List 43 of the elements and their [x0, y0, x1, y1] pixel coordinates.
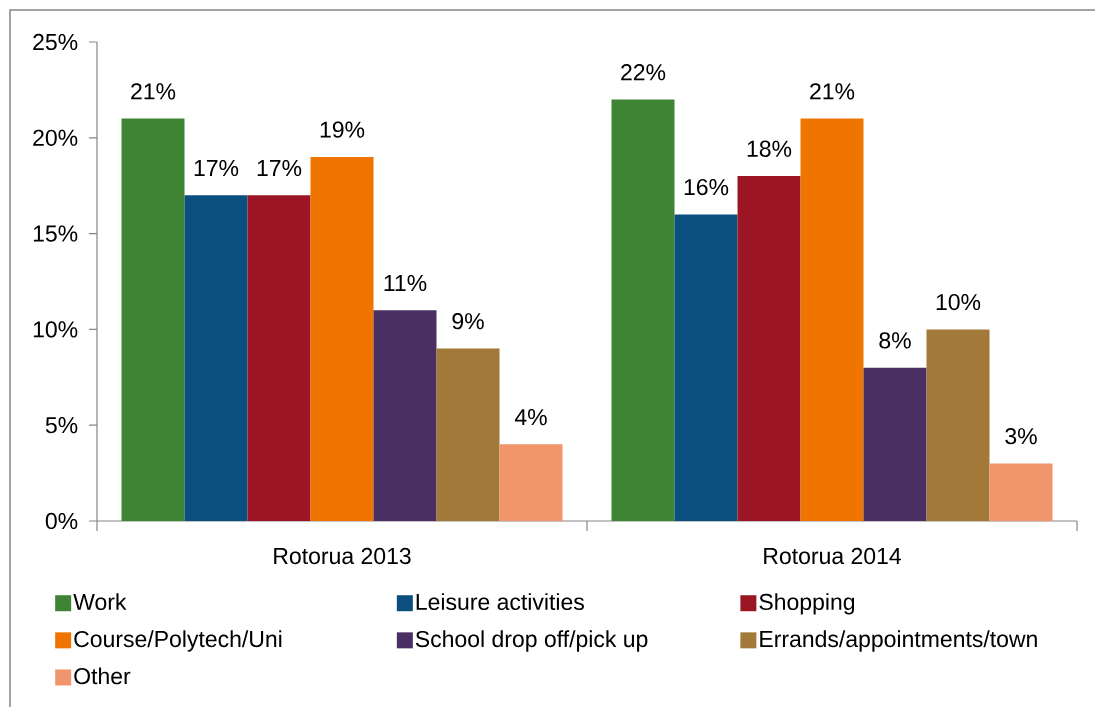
- data-label: 10%: [936, 293, 981, 311]
- bar: [436, 348, 500, 521]
- data-label: 9%: [452, 313, 484, 330]
- y-tick-label: 5%: [45, 417, 78, 434]
- legend-label: Course/Polytech/Uni: [74, 630, 282, 652]
- data-label: 4%: [514, 409, 547, 426]
- y-tick-label: 15%: [33, 225, 78, 242]
- bar: [737, 176, 801, 521]
- y-tick-label: 0%: [45, 512, 78, 530]
- bar: [674, 214, 738, 521]
- x-tick-label: Rotorua 2013: [274, 547, 411, 565]
- legend-label: Shopping: [759, 593, 855, 615]
- bar: [926, 329, 990, 521]
- data-label: 19%: [320, 121, 365, 138]
- bar: [310, 156, 374, 521]
- y-tick-label: 20%: [33, 129, 78, 146]
- bar: [247, 195, 311, 521]
- legend-label: Leisure activities: [416, 593, 584, 611]
- data-label: 21%: [131, 83, 176, 100]
- legend-label: Errands/appointments/town: [760, 630, 1037, 652]
- bar: [499, 444, 563, 521]
- data-label: 18%: [747, 140, 792, 157]
- y-tick-label: 10%: [33, 321, 78, 338]
- data-label: 22%: [621, 64, 666, 81]
- bar: [800, 118, 864, 521]
- legend-label: School drop off/pick up: [415, 630, 648, 652]
- bar: [184, 195, 248, 521]
- data-label: 3%: [1005, 428, 1037, 445]
- data-label: 16%: [684, 178, 729, 196]
- data-label: 17%: [257, 159, 302, 177]
- data-label: 11%: [384, 274, 427, 292]
- data-label: 8%: [879, 332, 911, 349]
- x-tick-label: Rotorua 2014: [764, 547, 901, 565]
- legend-label: Work: [73, 593, 127, 611]
- y-tick-label: 25%: [33, 33, 78, 51]
- bar: [989, 463, 1053, 521]
- bar: [121, 118, 185, 521]
- bar: [611, 99, 675, 521]
- data-label: 21%: [810, 83, 855, 100]
- bar: [373, 310, 437, 521]
- bar: [863, 367, 927, 521]
- data-label: 17%: [194, 159, 239, 177]
- legend-label: Other: [74, 667, 131, 685]
